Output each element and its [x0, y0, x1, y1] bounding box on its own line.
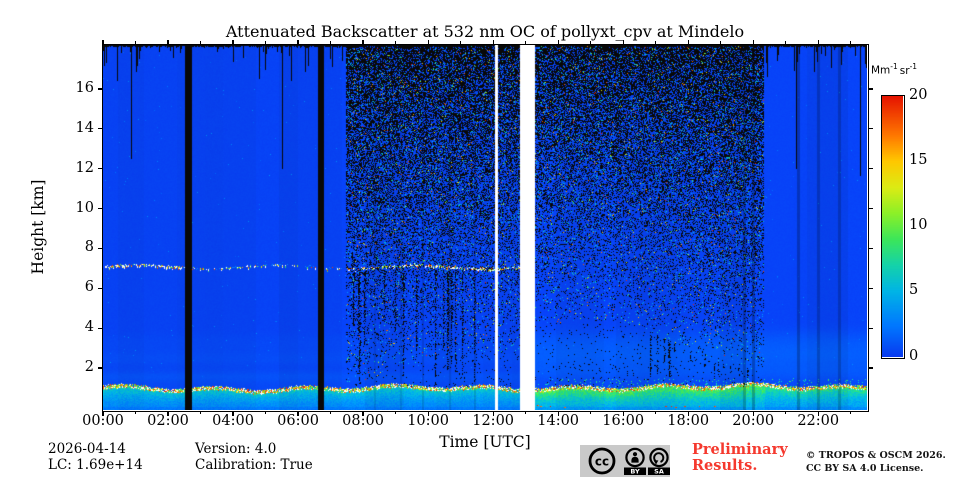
- y-tick-label: 2: [84, 359, 94, 376]
- colorbar-frame: [881, 95, 905, 359]
- sa-arrowhead-icon: [653, 460, 659, 465]
- y-axis-label: Height [km]: [29, 179, 47, 275]
- preliminary-line2: Results.: [692, 457, 758, 474]
- x-tick-label: 18:00: [667, 413, 710, 429]
- sa-bar: [648, 467, 670, 475]
- person-head-icon: [632, 452, 638, 457]
- sa-label: SA: [654, 468, 664, 476]
- by-person-circle-icon: [625, 447, 645, 468]
- footer-version-block: Version: 4.0 Calibration: True: [195, 441, 313, 473]
- person-body-icon: [631, 456, 639, 463]
- x-tick-label: 08:00: [342, 413, 384, 429]
- sa-arrow-arc-icon: [653, 452, 665, 463]
- x-tick-label: 12:00: [472, 413, 515, 429]
- x-tick-label: 14:00: [537, 413, 580, 429]
- colorbar-tick-label: 0: [909, 347, 919, 364]
- colorbar-unit-exp1: -1: [890, 62, 898, 71]
- x-axis-label: Time [UTC]: [439, 433, 531, 451]
- colorbar-unit-label: Mm-1 sr-1: [871, 62, 917, 77]
- preliminary-line1: Preliminary: [692, 441, 788, 458]
- y-tick-label: 8: [84, 239, 94, 256]
- copyright-line2: CC BY SA 4.0 License.: [806, 463, 924, 474]
- copyright-line1: © TROPOS & OSCM 2026.: [806, 450, 946, 461]
- x-tick-label: 00:00: [82, 413, 124, 429]
- x-tick-label: 02:00: [147, 413, 189, 429]
- colorbar-gradient-canvas: [882, 96, 903, 357]
- copyright-note: © TROPOS & OSCM 2026. CC BY SA 4.0 Licen…: [806, 449, 946, 475]
- y-tick-label: 14: [75, 119, 94, 136]
- x-tick-label: 06:00: [277, 413, 319, 429]
- plot-frame: [102, 44, 869, 412]
- x-tick-label: 22:00: [797, 413, 840, 429]
- y-tick-label: 4: [84, 319, 94, 336]
- cc-letters: cc: [595, 455, 609, 469]
- y-tick-label: 12: [75, 159, 94, 176]
- backscatter-heatmap-canvas: [103, 45, 867, 410]
- cc-circle-icon: [588, 447, 616, 475]
- preliminary-results-note: Preliminary Results.: [692, 442, 788, 474]
- cc-by-sa-badge: cc BY SA: [580, 445, 670, 477]
- y-tick-label: 6: [84, 279, 94, 296]
- x-tick-label: 10:00: [407, 413, 449, 429]
- version-text: Version: 4.0: [195, 441, 277, 457]
- by-bar: [624, 467, 646, 475]
- x-tick-label: 16:00: [602, 413, 645, 429]
- lidar-constant: LC: 1.69e+14: [48, 457, 143, 473]
- colorbar-tick-label: 15: [909, 151, 928, 168]
- colorbar-unit-base2: sr: [899, 64, 910, 77]
- sa-circle-icon: [649, 447, 669, 468]
- y-tick-label: 16: [75, 80, 94, 97]
- colorbar-unit-exp2: -1: [909, 62, 918, 71]
- x-tick-label: 04:00: [212, 413, 254, 429]
- measurement-date: 2026-04-14: [48, 441, 126, 457]
- x-tick-label: 20:00: [732, 413, 775, 429]
- y-tick-label: 10: [75, 199, 94, 216]
- footer-date-block: 2026-04-14 LC: 1.69e+14: [48, 441, 143, 473]
- colorbar-tick-label: 20: [909, 86, 928, 103]
- by-label: BY: [630, 468, 640, 476]
- page-title: Attenuated Backscatter at 532 nm OC of p…: [225, 22, 745, 41]
- colorbar-unit-base1: Mm: [871, 64, 891, 77]
- calibration-text: Calibration: True: [195, 457, 313, 473]
- colorbar-tick-label: 5: [909, 282, 919, 299]
- colorbar-tick-label: 10: [909, 217, 928, 233]
